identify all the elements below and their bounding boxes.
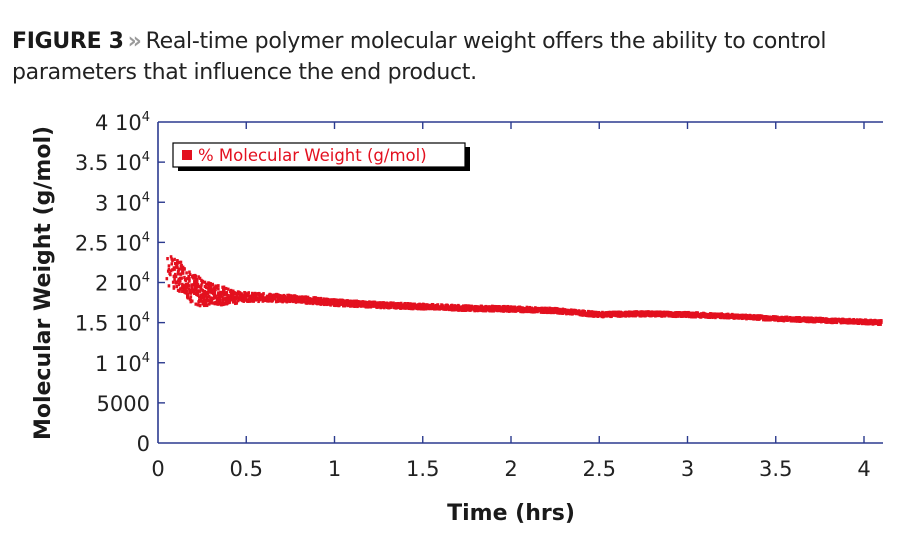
y-tick-label: 2.5 104 — [75, 230, 150, 255]
y-tick-label: 4 104 — [95, 110, 150, 135]
caption-text: Real-time polymer molecular weight offer… — [12, 29, 827, 85]
legend-label: % Molecular Weight (g/mol) — [198, 146, 427, 165]
y-tick-label: 3.5 104 — [75, 150, 150, 175]
axes: 0 0.5 1 1.5 2 2.5 3 3.5 4 0 5000 1 104 1.5 104 2 104 2… — [75, 110, 883, 481]
y-tick-label: 3 104 — [95, 190, 150, 215]
x-tick-label: 4 — [857, 457, 870, 481]
y-tick-label: 2 104 — [95, 271, 150, 296]
x-tick-label: 2.5 — [583, 457, 616, 481]
x-tick-label: 0 — [151, 457, 164, 481]
x-tick-label: 1.5 — [406, 457, 439, 481]
y-tick-label: 0 — [137, 432, 150, 456]
x-tick-label: 3.5 — [759, 457, 792, 481]
x-tick-label: 2 — [504, 457, 517, 481]
figure-label: FIGURE 3 — [12, 29, 124, 54]
x-tick-label: 1 — [328, 457, 341, 481]
x-axis-label: Time (hrs) — [447, 501, 575, 526]
separator-icon: » — [127, 29, 142, 54]
y-tick-label: 1.5 104 — [75, 311, 150, 336]
y-tick-label: 1 104 — [95, 351, 150, 376]
legend: % Molecular Weight (g/mol) — [172, 142, 470, 171]
figure-caption: FIGURE 3» Real-time polymer molecular wei… — [12, 26, 892, 88]
y-axis-label: Molecular Weight (g/mol) — [31, 126, 56, 440]
legend-marker-icon — [182, 150, 192, 160]
x-tick-label: 3 — [681, 457, 694, 481]
data-series — [165, 255, 883, 327]
y-tick-label: 5000 — [97, 392, 150, 416]
x-tick-label: 0.5 — [230, 457, 263, 481]
